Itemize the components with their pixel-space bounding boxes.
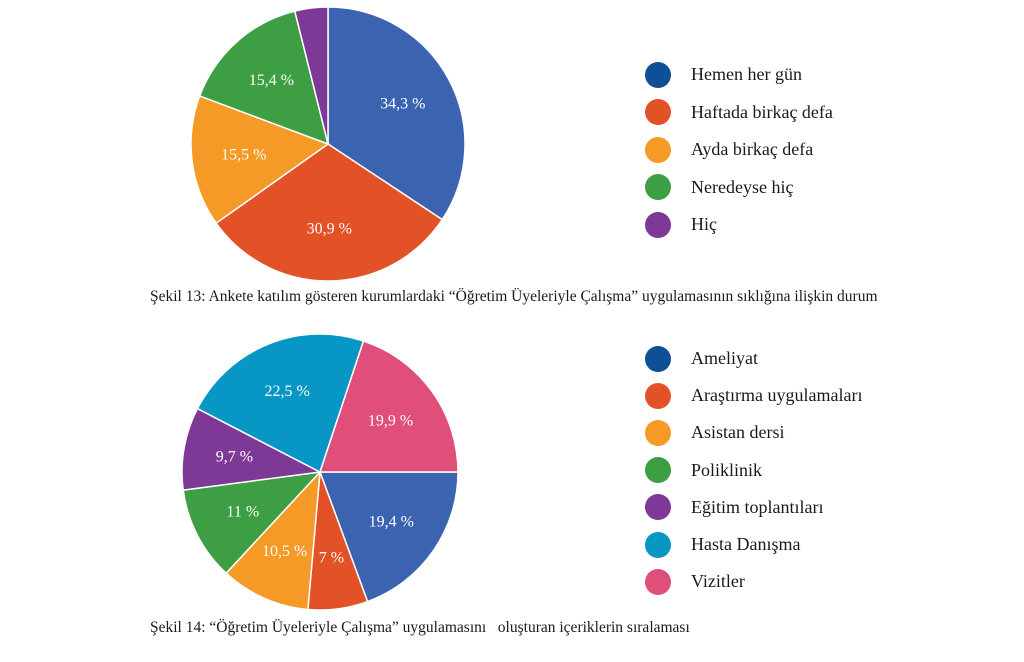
legend-label: Ayda birkaç defa	[691, 139, 814, 160]
pie-slice-neredeyse-hic	[198, 10, 330, 146]
slice-label-haftada-birkac-defa: 30,9 %	[307, 220, 352, 237]
pie-slice-egitim-toplantilari	[181, 407, 323, 492]
legend-label: Vizitler	[691, 571, 745, 592]
slice-label-hasta-danisma: 22,5 %	[265, 383, 310, 400]
legend-label: Haftada birkaç defa	[691, 101, 833, 122]
legend-item-vizitler: Vizitler	[645, 563, 862, 600]
legend-label: Ameliyat	[691, 348, 758, 369]
legend-item-egitim-toplantilari: Eğitim toplantıları	[645, 489, 862, 526]
legend-item-ayda-birkac-defa: Ayda birkaç defa	[645, 131, 833, 169]
figure-14: 19,4 % 7 % 10,5 % 11 % 9,7 % 22,5 % 19,9 % Ame…	[0, 320, 1024, 662]
legend-swatch	[645, 61, 671, 88]
slice-label-neredeyse-hic: 15,4 %	[249, 72, 294, 89]
legend-item-poliklinik: Poliklinik	[645, 452, 862, 489]
legend-item-hemen-her-gun: Hemen her gün	[645, 56, 833, 94]
legend-swatch	[645, 382, 671, 409]
legend-item-neredeyse-hic: Neredeyse hiç	[645, 169, 833, 207]
pie-slice-poliklinik	[182, 470, 322, 575]
legend-swatch	[645, 136, 671, 163]
slice-label-asistan-dersi: 10,5 %	[262, 543, 307, 560]
legend-item-arastirma-uygulamalari: Araştırma uygulamaları	[645, 377, 862, 414]
legend-label: Eğitim toplantıları	[691, 496, 824, 517]
pie-slice-ameliyat	[318, 471, 459, 603]
pie-chart-13: 34,3 % 30,9 % 15,5 % 15,4 %	[190, 6, 466, 282]
legend-item-hic: Hiç	[645, 206, 833, 244]
pie-chart-14: 19,4 % 7 % 10,5 % 11 % 9,7 % 22,5 % 19,9 %	[181, 333, 459, 611]
legend-label: Neredeyse hiç	[691, 176, 794, 197]
slice-label-hemen-her-gun: 34,3 %	[380, 95, 425, 112]
slice-label-poliklinik: 11 %	[226, 504, 259, 521]
slice-label-ayda-birkac-defa: 15,5 %	[221, 146, 266, 163]
legend-label: Hiç	[691, 214, 717, 235]
slice-label-arastirma-uygulamalari: 7 %	[319, 550, 344, 567]
slice-label-egitim-toplantilari: 9,7 %	[216, 449, 253, 466]
pie-slice-haftada-birkac-defa	[215, 143, 444, 282]
legend-label: Araştırma uygulamaları	[691, 385, 863, 406]
legend-swatch	[645, 419, 671, 446]
legend-swatch	[645, 568, 671, 595]
legend-swatch	[645, 99, 671, 126]
figure-14-caption: Şekil 14: “Öğretim Üyeleriyle Çalışma” u…	[150, 619, 690, 636]
pie-slice-hic	[293, 6, 329, 145]
legend-swatch	[645, 211, 671, 238]
pie-slice-hasta-danisma	[196, 333, 365, 474]
legend-13: Hemen her gün Haftada birkaç defa Ayda bir…	[645, 56, 833, 244]
pie-slice-asistan-dersi	[225, 469, 321, 611]
figure-13-caption: Şekil 13: Ankete katılım gösteren kuruml…	[150, 288, 878, 305]
pie-slice-vizitler	[318, 340, 459, 473]
pie-slice-ayda-birkac-defa	[190, 95, 330, 225]
legend-swatch	[645, 531, 671, 558]
legend-item-haftada-birkac-defa: Haftada birkaç defa	[645, 94, 833, 132]
legend-label: Poliklinik	[691, 459, 763, 480]
legend-item-hasta-danisma: Hasta Danışma	[645, 526, 862, 563]
legend-label: Asistan dersi	[691, 422, 785, 443]
legend-swatch	[645, 345, 671, 372]
legend-item-ameliyat: Ameliyat	[645, 340, 862, 377]
slice-label-vizitler: 19,9 %	[368, 413, 413, 430]
legend-14: Ameliyat Araştırma uygulamaları Asistan de…	[645, 340, 862, 600]
legend-swatch	[645, 174, 671, 201]
legend-swatch	[645, 457, 671, 484]
legend-label: Hasta Danışma	[691, 534, 801, 555]
legend-label: Hemen her gün	[691, 64, 802, 85]
figure-13: 34,3 % 30,9 % 15,5 % 15,4 % Hemen her gün Ha…	[0, 0, 1024, 320]
slice-label-ameliyat: 19,4 %	[369, 513, 414, 530]
legend-swatch	[645, 494, 671, 521]
legend-item-asistan-dersi: Asistan dersi	[645, 414, 862, 451]
